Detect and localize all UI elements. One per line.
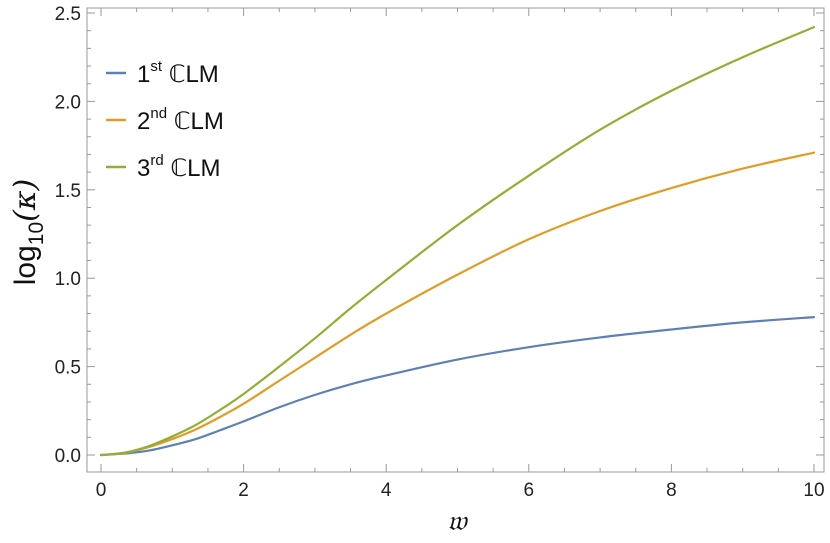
x-tick-label: 10 [803, 480, 824, 501]
series-line-3rd-clm [99, 26, 816, 457]
y-axis-label-arg: (κ) [8, 179, 43, 222]
y-tick-label: 0.5 [55, 358, 81, 379]
plot-border [86, 7, 825, 473]
legend-label: 1st ℂLM [137, 58, 219, 88]
x-tick-label: 4 [381, 480, 392, 501]
axis-ticks [87, 8, 824, 472]
y-axis-label: log10(κ) [8, 179, 48, 286]
legend-item-1st-clm: 1st ℂLM [106, 58, 219, 88]
tick-labels: 0 2 4 6 8 10 0.0 0.5 1.0 1.5 2.0 2.5 [55, 4, 825, 501]
legend: 1st ℂLM 2nd ℂLM 3rd ℂLM [106, 58, 224, 182]
y-tick-label: 2.0 [55, 92, 81, 113]
series-line-2nd-clm [99, 151, 816, 457]
legend-item-2nd-clm: 2nd ℂLM [106, 105, 224, 135]
y-tick-label: 2.5 [55, 4, 81, 25]
x-tick-label: 2 [238, 480, 249, 501]
x-tick-label: 6 [524, 480, 535, 501]
legend-label: 2nd ℂLM [137, 105, 224, 135]
legend-label: 3rd ℂLM [137, 152, 220, 182]
x-tick-label: 8 [666, 480, 677, 501]
y-axis-label-main: log [9, 245, 42, 285]
plot-frame [86, 7, 825, 473]
legend-item-3rd-clm: 3rd ℂLM [106, 152, 220, 182]
y-tick-label: 1.0 [55, 269, 81, 290]
y-axis-label-sub: 10 [25, 222, 48, 245]
y-tick-label: 0.0 [55, 446, 81, 467]
x-tick-label: 0 [96, 480, 107, 501]
series-line-1st-clm [99, 316, 816, 457]
series-lines [99, 26, 816, 457]
y-tick-label: 1.5 [55, 181, 81, 202]
x-axis-label: 𝔴 [447, 505, 469, 536]
